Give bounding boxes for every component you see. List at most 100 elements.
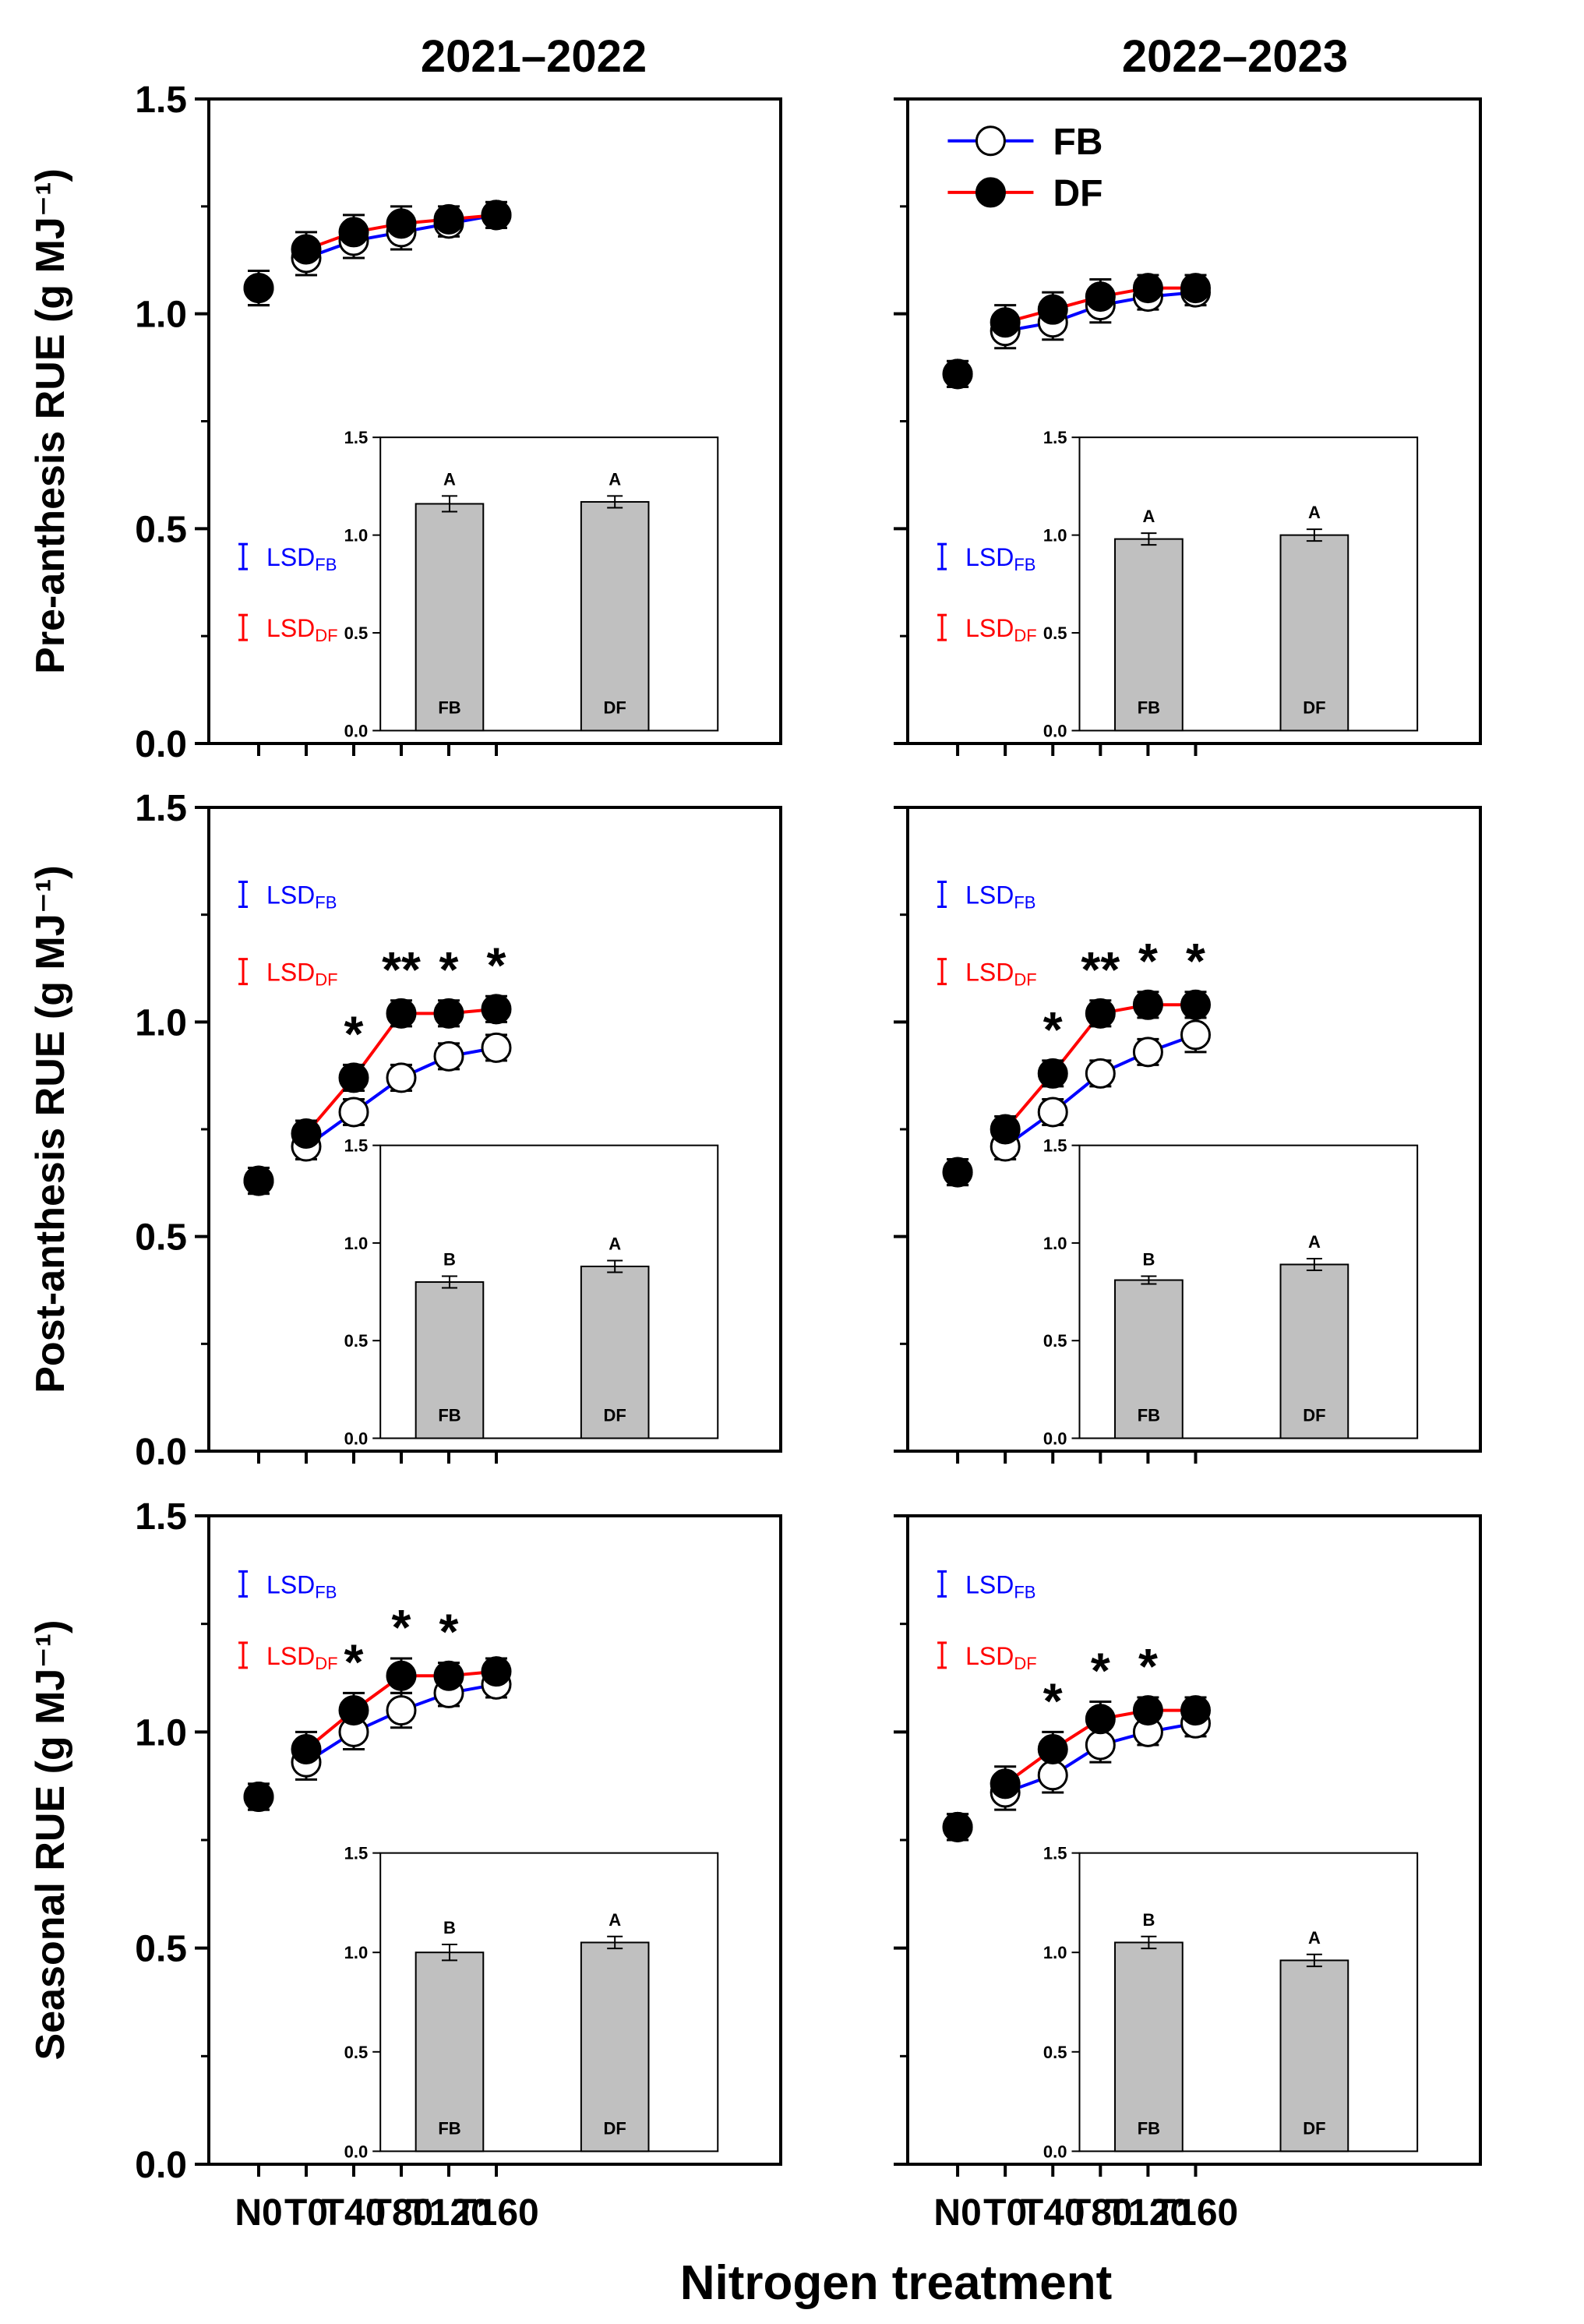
marker-df-t120	[433, 1660, 464, 1691]
marker-fb-t120	[1132, 1037, 1163, 1068]
significance-marker: *	[1043, 1672, 1063, 1729]
marker-fb-t40	[1037, 1760, 1068, 1791]
inset-y-tick-label: 1.5	[344, 1844, 369, 1863]
inset-bar-label: DF	[1303, 698, 1325, 717]
marker-df-t120	[433, 203, 464, 235]
inset-y-tick-label: 0.5	[344, 1331, 369, 1351]
series-layer	[942, 1695, 1212, 1842]
lsd-fb-label: LSDFB	[266, 1570, 337, 1602]
lsd-df-label: LSDDF	[965, 959, 1037, 990]
lsd-fb-label: LSDFB	[965, 881, 1035, 913]
inset-significance-letter: A	[1308, 503, 1321, 522]
inset-y-tick-label: 1.5	[1043, 1136, 1067, 1156]
y-tick-label: 1.5	[135, 788, 187, 829]
marker-df-t0	[291, 1734, 322, 1765]
lsd-df-label: LSDDF	[266, 959, 338, 990]
panel-2: 0.0 0.5 1.0 1.5 A FB A DF LSDFB LSDDF FB DF	[894, 97, 1482, 756]
y-axis-title: Pre-anthesis RUE (g MJ⁻¹)	[28, 168, 73, 674]
marker-df-t0	[990, 1114, 1021, 1145]
y-tick-label: 0.5	[135, 509, 187, 550]
inset-bar-chart: 0.0 0.5 1.0 1.5 A FB A DF	[344, 428, 719, 740]
x-tick-label: T40	[322, 2192, 386, 2234]
y-axis	[894, 97, 908, 745]
inset-bar-fb	[415, 503, 485, 732]
series-layer	[243, 994, 512, 1196]
inset-y-tick-label: 1.0	[344, 1234, 369, 1253]
marker-df-t80	[386, 208, 417, 239]
marker-df-t40	[338, 217, 369, 248]
x-tick-label: N0	[235, 2192, 282, 2234]
y-axis: 0.0 0.5 1.0 1.5	[135, 79, 209, 765]
x-tick-label: T120	[406, 2192, 491, 2234]
marker-df-t120	[1132, 1695, 1163, 1726]
marker-fb-t80	[1085, 1729, 1116, 1761]
inset-bar-label: FB	[1138, 698, 1160, 717]
x-tick-label: N0	[933, 2192, 981, 2234]
inset-bar-label: DF	[604, 2118, 626, 2138]
marker-fb-t160	[1180, 1019, 1212, 1051]
series-layer	[942, 989, 1212, 1188]
marker-df-t40	[338, 1062, 369, 1093]
y-tick-label: 1.0	[135, 295, 187, 336]
y-tick-label: 0.5	[135, 1217, 187, 1259]
significance-marker: *	[344, 1005, 364, 1061]
significance-marker: *	[392, 1599, 411, 1655]
inset-bar-label: FB	[438, 698, 460, 717]
inset-y-tick-label: 0.5	[1043, 623, 1067, 643]
inset-y-tick-label: 1.5	[1043, 1844, 1067, 1863]
lsd-legend: LSDFB LSDDF	[238, 881, 338, 990]
inset-y-tick-label: 1.0	[1043, 1234, 1067, 1253]
lsd-df-label: LSDDF	[266, 1642, 338, 1673]
inset-significance-letter: B	[443, 1250, 456, 1270]
lsd-legend: LSDFB LSDDF	[238, 542, 338, 645]
marker-fb-t40	[1037, 1097, 1068, 1128]
marker-fb-t80	[1085, 1058, 1116, 1089]
x-tick-label: T80	[369, 2192, 434, 2234]
significance-marker: **	[382, 941, 421, 998]
inset-bar-df	[1279, 534, 1349, 732]
inset-y-tick-label: 0.0	[344, 721, 369, 740]
inset-bar-label: DF	[604, 1405, 626, 1425]
marker-df-t160	[481, 994, 512, 1025]
inset-bar-label: FB	[438, 2118, 460, 2138]
marker-df-t0	[291, 234, 322, 265]
y-axis	[894, 806, 908, 1453]
series-line-fb	[305, 1046, 497, 1148]
y-tick-label: 1.5	[135, 79, 187, 121]
lsd-fb-label: LSDFB	[965, 543, 1035, 574]
lsd-legend: LSDFB LSDDF	[937, 542, 1037, 645]
inset-bar-label: DF	[604, 698, 626, 717]
inset-y-tick-label: 1.0	[1043, 1943, 1067, 1962]
marker-fb-t80	[386, 1062, 417, 1093]
inset-bar-fb	[415, 1281, 485, 1439]
marker-fb-t160	[481, 1032, 512, 1063]
lsd-legend: LSDFB LSDDF	[937, 881, 1037, 990]
inset-bar-fb	[1114, 1279, 1184, 1439]
significance-marker: *	[439, 1604, 459, 1660]
inset-y-tick-label: 0.5	[344, 623, 369, 643]
x-axis	[956, 743, 1198, 756]
inset-bar-fb	[1114, 1941, 1184, 2153]
significance-marker: *	[1091, 1643, 1110, 1699]
inset-bar-fb	[1114, 538, 1184, 732]
inset-significance-letter: A	[609, 1910, 621, 1930]
inset-significance-letter: A	[443, 469, 456, 489]
inset-significance-letter: A	[1308, 1928, 1321, 1948]
y-tick-label: 0.5	[135, 1929, 187, 1970]
x-tick-label: T160	[453, 2192, 538, 2234]
inset-bar-label: DF	[1303, 1405, 1325, 1425]
marker-df-t160	[1180, 989, 1212, 1020]
marker-df-n0	[942, 358, 973, 390]
marker-df-t40	[1037, 294, 1068, 325]
inset-significance-letter: B	[1142, 1250, 1155, 1270]
inset-bar-chart: 0.0 0.5 1.0 1.5 A FB A DF	[1043, 428, 1419, 740]
y-axis: 0.0 0.5 1.0 1.5	[135, 1496, 209, 2186]
inset-significance-letter: A	[1142, 507, 1155, 526]
marker-df-t80	[1085, 998, 1116, 1029]
significance-marker: *	[1138, 933, 1158, 989]
inset-bar-df	[580, 500, 650, 732]
x-tick-label: T0	[284, 2192, 328, 2234]
